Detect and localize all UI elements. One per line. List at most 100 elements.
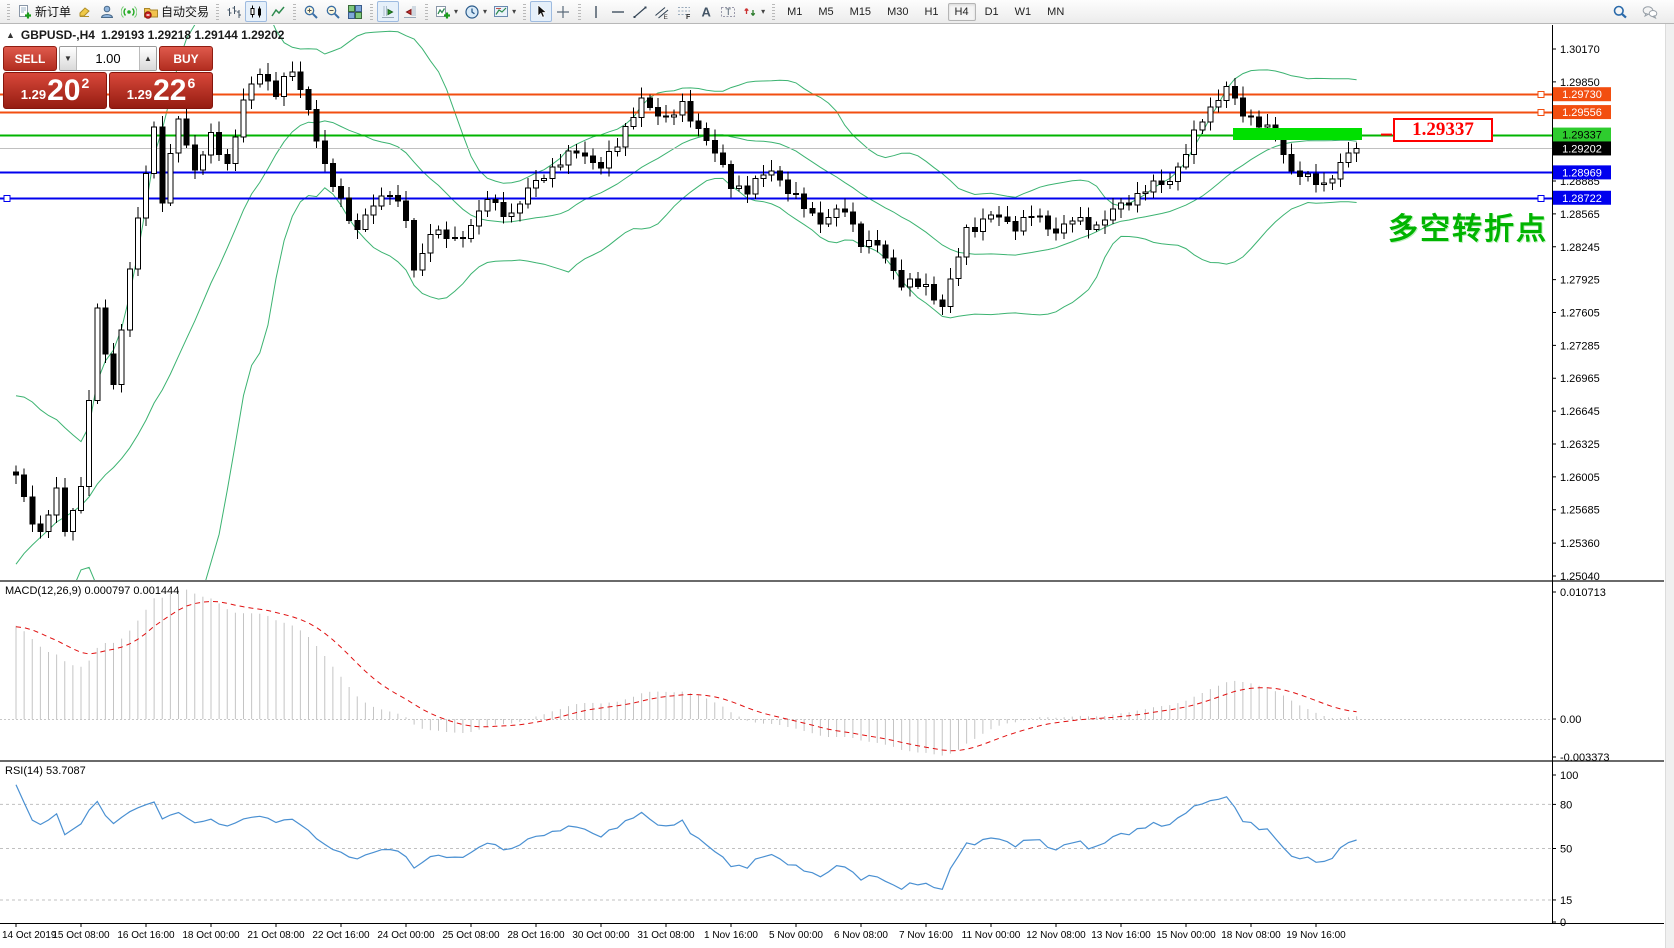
price-axis[interactable]: 1.301701.298501.288851.285651.282451.279… xyxy=(0,25,1664,929)
chevron-down-icon[interactable]: ▾ xyxy=(483,7,488,16)
price-level-lines[interactable] xyxy=(0,91,1552,202)
horizontal-line-button[interactable] xyxy=(607,1,629,22)
svg-text:1.29337: 1.29337 xyxy=(1562,130,1602,142)
svg-text:0.010713: 0.010713 xyxy=(1560,587,1606,599)
sell-price-box[interactable]: 1.29 20 2 xyxy=(3,72,107,109)
trendline-button[interactable] xyxy=(629,1,651,22)
eraser-button[interactable] xyxy=(74,1,96,22)
channel-button[interactable]: E xyxy=(651,1,673,22)
chevron-down-icon[interactable]: ▾ xyxy=(454,7,459,16)
arrows-button[interactable]: ▾ xyxy=(739,1,768,22)
label-button[interactable]: T xyxy=(717,1,739,22)
toolbar-group xyxy=(377,0,421,24)
toolbar-drag-handle xyxy=(7,3,10,20)
zoom-out-icon xyxy=(325,4,341,20)
channel-icon: E xyxy=(654,4,670,20)
chart-shift-icon xyxy=(402,4,418,20)
buy-button[interactable]: BUY xyxy=(159,46,213,71)
rsi-panel xyxy=(0,784,1552,901)
autotrading-icon xyxy=(143,4,159,20)
timeframe-h4-button[interactable]: H4 xyxy=(947,2,976,21)
svg-text:1 Nov 16:00: 1 Nov 16:00 xyxy=(704,930,758,941)
svg-text:1.29556: 1.29556 xyxy=(1562,107,1602,119)
timeframe-m1-button[interactable]: M1 xyxy=(787,5,803,18)
periods-button[interactable]: ▾ xyxy=(461,1,490,22)
timeframe-h1-button[interactable]: H1 xyxy=(924,5,939,18)
chart-candles-button[interactable] xyxy=(245,1,268,22)
timeframe-m5-button[interactable]: M5 xyxy=(818,5,834,18)
collapse-panel-icon[interactable]: ▲ xyxy=(6,30,15,40)
price-callout-box[interactable]: 1.29337 xyxy=(1393,118,1493,142)
volume-increase-button[interactable]: ▲ xyxy=(139,47,156,70)
cursor-button[interactable] xyxy=(530,1,553,22)
svg-text:19 Nov 16:00: 19 Nov 16:00 xyxy=(1286,930,1346,941)
autotrading-button[interactable]: 自动交易 xyxy=(140,1,212,22)
svg-text:1.28722: 1.28722 xyxy=(1562,193,1602,205)
search-button[interactable] xyxy=(1609,1,1631,22)
chart-line-button[interactable] xyxy=(267,1,289,22)
svg-text:12 Nov 08:00: 12 Nov 08:00 xyxy=(1026,930,1086,941)
svg-text:50: 50 xyxy=(1560,844,1572,856)
chevron-down-icon[interactable]: ▾ xyxy=(761,7,766,16)
svg-text:1.27605: 1.27605 xyxy=(1560,308,1600,320)
profile-icon xyxy=(99,4,115,20)
svg-text:14 Oct 2019: 14 Oct 2019 xyxy=(2,930,57,941)
indicators-button[interactable]: ▾ xyxy=(432,1,461,22)
macd-indicator-label: MACD(12,26,9) 0.000797 0.001444 xyxy=(5,585,180,597)
tile-windows-button[interactable] xyxy=(344,1,366,22)
chart-shift-button[interactable] xyxy=(399,1,421,22)
timeframe-m30-button[interactable]: M30 xyxy=(887,5,909,18)
price-chart-canvas[interactable]: 1.301701.298501.288851.285651.282451.279… xyxy=(0,24,1674,948)
chart-bars-button[interactable] xyxy=(223,1,245,22)
profile-button[interactable] xyxy=(96,1,118,22)
zoom-out-button[interactable] xyxy=(322,1,344,22)
chart-window[interactable]: 1.30170 1.29850 1.28885 1.28565 1.28245 1.279… xyxy=(0,24,1674,948)
svg-text:15: 15 xyxy=(1560,895,1572,907)
horizontal-line-icon xyxy=(610,4,626,20)
chart-bars-icon xyxy=(226,4,242,20)
crosshair-button[interactable] xyxy=(552,1,574,22)
chart-line-icon xyxy=(270,4,286,20)
buy-price-box[interactable]: 1.29 22 6 xyxy=(109,72,213,109)
zoom-in-button[interactable] xyxy=(300,1,322,22)
svg-text:11 Nov 00:00: 11 Nov 00:00 xyxy=(962,930,1021,941)
new-order-button[interactable]: 新订单 xyxy=(14,1,74,22)
candlesticks xyxy=(13,61,1360,541)
toolbar-drag-handle xyxy=(293,3,297,20)
eraser-icon xyxy=(77,4,93,20)
timeframe-w1-button[interactable]: W1 xyxy=(1014,5,1032,18)
svg-text:15 Nov 00:00: 15 Nov 00:00 xyxy=(1156,930,1216,941)
chat-button[interactable] xyxy=(1639,1,1661,22)
volume-decrease-button[interactable]: ▼ xyxy=(60,47,77,70)
svg-text:1.30170: 1.30170 xyxy=(1560,44,1600,56)
chat-icon xyxy=(1642,4,1658,20)
timeframe-m15-button[interactable]: M15 xyxy=(849,5,872,18)
cursor-icon xyxy=(533,3,549,20)
svg-text:7 Nov 16:00: 7 Nov 16:00 xyxy=(899,930,953,941)
templates-button[interactable]: ▾ xyxy=(490,1,519,22)
buy-price-sup: 6 xyxy=(187,75,196,91)
svg-text:F: F xyxy=(686,14,691,20)
signals-button[interactable] xyxy=(118,1,140,22)
sell-price-prefix: 1.29 xyxy=(20,87,47,102)
timeframe-d1-button[interactable]: D1 xyxy=(984,5,999,18)
highlight-box[interactable] xyxy=(1233,128,1362,140)
fibonacci-button[interactable]: F xyxy=(673,1,695,22)
volume-field[interactable]: 1.00 xyxy=(77,47,139,70)
tile-windows-icon xyxy=(347,4,363,20)
new-order-icon xyxy=(17,4,33,20)
svg-text:1.28565: 1.28565 xyxy=(1560,209,1600,221)
templates-icon xyxy=(493,4,509,20)
autoscroll-button[interactable] xyxy=(377,1,400,22)
chinese-annotation-text[interactable]: 多空转折点 xyxy=(1388,213,1548,246)
chevron-down-icon[interactable]: ▾ xyxy=(512,7,517,16)
toolbar-drag-handle xyxy=(370,3,374,20)
sell-button[interactable]: SELL xyxy=(3,46,57,71)
svg-text:18 Nov 08:00: 18 Nov 08:00 xyxy=(1221,930,1281,941)
timeframe-mn-button[interactable]: MN xyxy=(1047,5,1065,18)
vertical-line-button[interactable] xyxy=(585,1,607,22)
text-button[interactable]: A xyxy=(695,1,717,22)
fibonacci-icon: F xyxy=(676,4,692,20)
window-edge-strip xyxy=(1665,24,1674,948)
